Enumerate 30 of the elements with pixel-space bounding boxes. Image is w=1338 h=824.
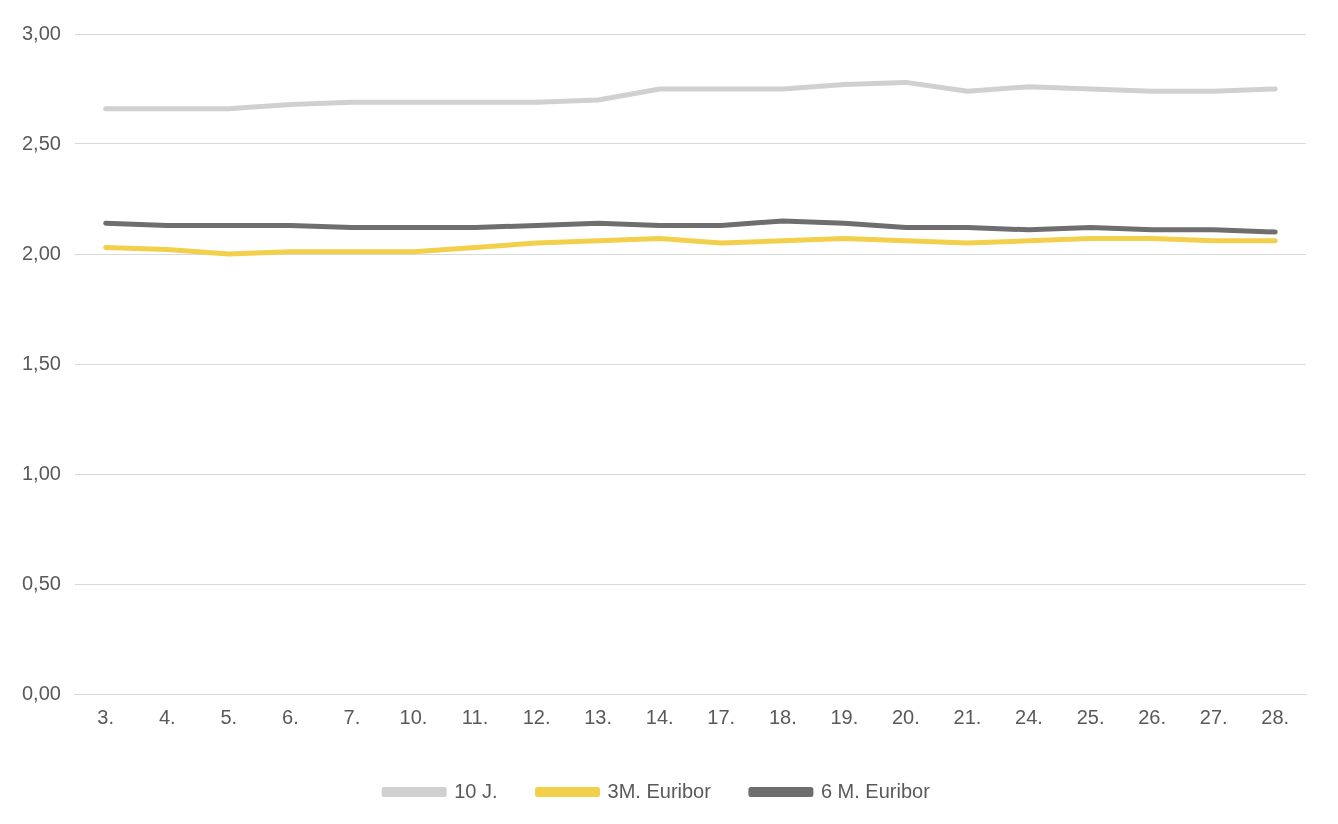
x-tick-label: 5. (220, 705, 238, 728)
x-tick-label: 17. (707, 705, 736, 728)
legend-label: 3M. Euribor (607, 779, 712, 802)
y-tick-label: 3,00 (21, 21, 61, 44)
x-tick-label: 3. (97, 705, 115, 728)
y-tick-label: 1,00 (21, 461, 61, 484)
x-tick-label: 18. (768, 705, 797, 728)
y-tick-label: 1,50 (21, 351, 61, 374)
x-tick-label: 19. (830, 705, 859, 728)
x-tick-label: 11. (461, 705, 489, 728)
x-tick-label: 28. (1261, 705, 1290, 728)
y-tick-label: 2,00 (21, 241, 61, 264)
x-tick-label: 20. (891, 705, 920, 728)
x-tick-label: 25. (1076, 705, 1105, 728)
y-tick-label: 0,00 (21, 681, 61, 704)
x-tick-label: 27. (1199, 705, 1228, 728)
x-tick-label: 26. (1138, 705, 1167, 728)
y-tick-label: 0,50 (21, 571, 61, 594)
x-tick-label: 7. (343, 705, 361, 728)
x-tick-label: 14. (645, 705, 674, 728)
x-tick-label: 4. (158, 705, 176, 728)
x-tick-label: 24. (1015, 705, 1043, 728)
legend-label: 6 M. Euribor (820, 779, 931, 802)
x-tick-label: 6. (282, 705, 299, 728)
x-tick-label: 13. (584, 705, 613, 728)
x-tick-label: 21. (953, 705, 982, 728)
x-tick-label: 10. (399, 705, 428, 728)
legend-label: 10 J. (454, 779, 498, 802)
x-tick-label: 12. (522, 705, 551, 728)
y-tick-label: 2,50 (21, 131, 61, 154)
